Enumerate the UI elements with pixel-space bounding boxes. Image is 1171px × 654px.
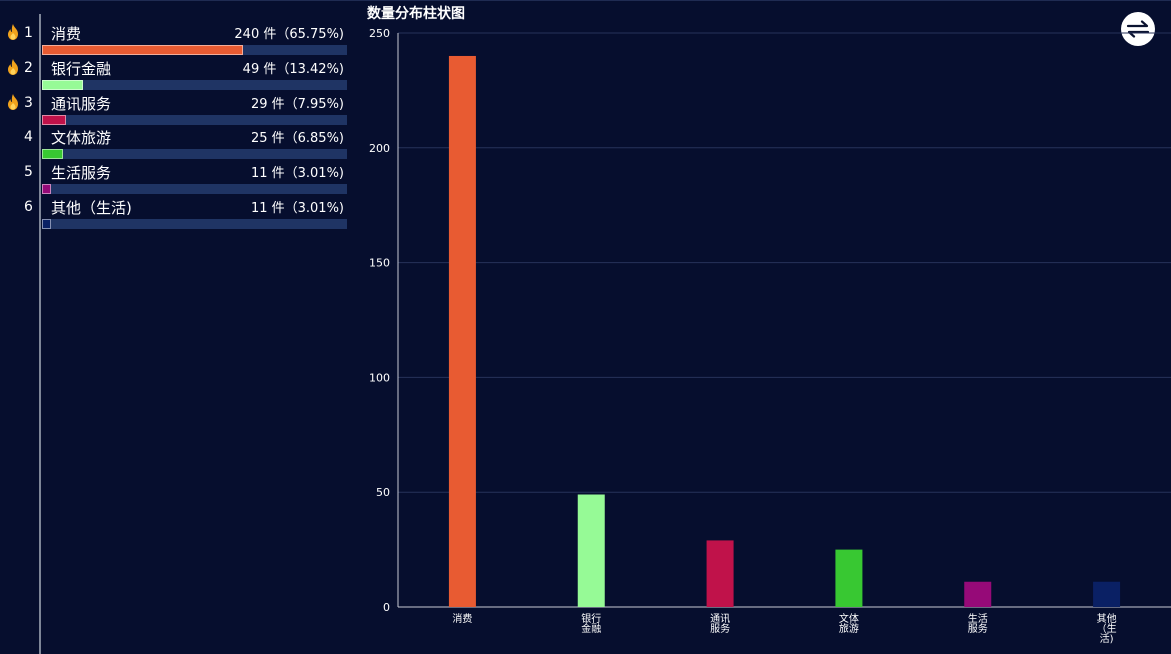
swap-arrows-icon <box>1126 20 1150 38</box>
y-tick-label: 100 <box>369 371 390 384</box>
progress-track <box>42 45 347 55</box>
bar <box>577 494 605 607</box>
fire-icon <box>8 94 18 110</box>
category-count: 25 件（6.85%) <box>250 131 344 146</box>
ranking-list: 1 消费 240 件（65.75%) 2 银行金融 49 件（13.42%) 3… <box>0 0 360 654</box>
x-tick-label: 其他（生活) <box>1097 612 1117 645</box>
chart-title: 数量分布柱状图 <box>367 6 465 22</box>
rank-number: 4 <box>24 129 33 145</box>
y-tick-label: 200 <box>369 142 390 155</box>
top-border <box>0 0 1171 1</box>
category-name: 生活服务 <box>51 164 112 182</box>
rank-number: 5 <box>24 164 33 180</box>
progress-fill <box>42 149 63 159</box>
y-tick-label: 50 <box>376 486 390 499</box>
progress-fill <box>42 45 243 55</box>
progress-fill <box>42 184 52 194</box>
category-count: 11 件（3.01%) <box>250 166 344 181</box>
category-name: 通讯服务 <box>51 95 112 113</box>
bar <box>964 581 992 607</box>
category-name: 银行金融 <box>51 60 112 78</box>
ranking-row-5: 5 生活服务 11 件（3.01%) <box>0 159 360 194</box>
toggle-chart-button[interactable] <box>1121 12 1155 46</box>
fire-icon <box>8 24 18 40</box>
bar-chart: 0 50 100 150 200 250 消费 银行金融 通讯服务 文体旅游 生活服务 其他（生活) <box>369 27 1171 645</box>
category-count: 29 件（7.95%) <box>250 97 344 112</box>
panel-divider <box>39 14 41 654</box>
x-tick-label: 文体旅游 <box>839 612 859 635</box>
x-tick-label: 银行金融 <box>581 612 601 635</box>
category-name: 消费 <box>51 25 82 43</box>
ranking-row-3: 3 通讯服务 29 件（7.95%) <box>0 90 360 125</box>
progress-fill <box>42 115 67 125</box>
y-tick-label: 150 <box>369 257 390 270</box>
progress-track <box>42 80 347 90</box>
category-count: 11 件（3.01%) <box>250 201 344 216</box>
category-name: 文体旅游 <box>51 129 112 147</box>
y-tick-label: 0 <box>383 601 390 614</box>
bar <box>448 55 476 607</box>
progress-track <box>42 149 347 159</box>
bar <box>1093 581 1121 607</box>
progress-track <box>42 219 347 229</box>
progress-track <box>42 184 347 194</box>
category-count: 240 件（65.75%) <box>234 27 344 42</box>
y-tick-label: 250 <box>369 27 390 40</box>
ranking-row-2: 2 银行金融 49 件（13.42%) <box>0 55 360 90</box>
ranking-row-6: 6 其他（生活) 11 件（3.01%) <box>0 194 360 229</box>
progress-fill <box>42 80 83 90</box>
category-name: 其他（生活) <box>51 199 132 217</box>
rank-number: 6 <box>24 199 33 215</box>
x-tick-label: 生活服务 <box>968 612 988 635</box>
progress-track <box>42 115 347 125</box>
progress-fill <box>42 219 52 229</box>
x-tick-label: 消费 <box>452 612 472 625</box>
rank-number: 2 <box>24 60 33 76</box>
ranking-row-1: 1 消费 240 件（65.75%) <box>0 20 360 55</box>
fire-icon <box>8 59 18 75</box>
bar <box>706 540 734 607</box>
x-tick-label: 通讯服务 <box>710 613 730 635</box>
ranking-row-4: 4 文体旅游 25 件（6.85%) <box>0 124 360 159</box>
category-count: 49 件（13.42%) <box>242 62 344 77</box>
bar <box>835 549 863 607</box>
rank-number: 1 <box>24 25 33 41</box>
rank-number: 3 <box>24 95 33 111</box>
